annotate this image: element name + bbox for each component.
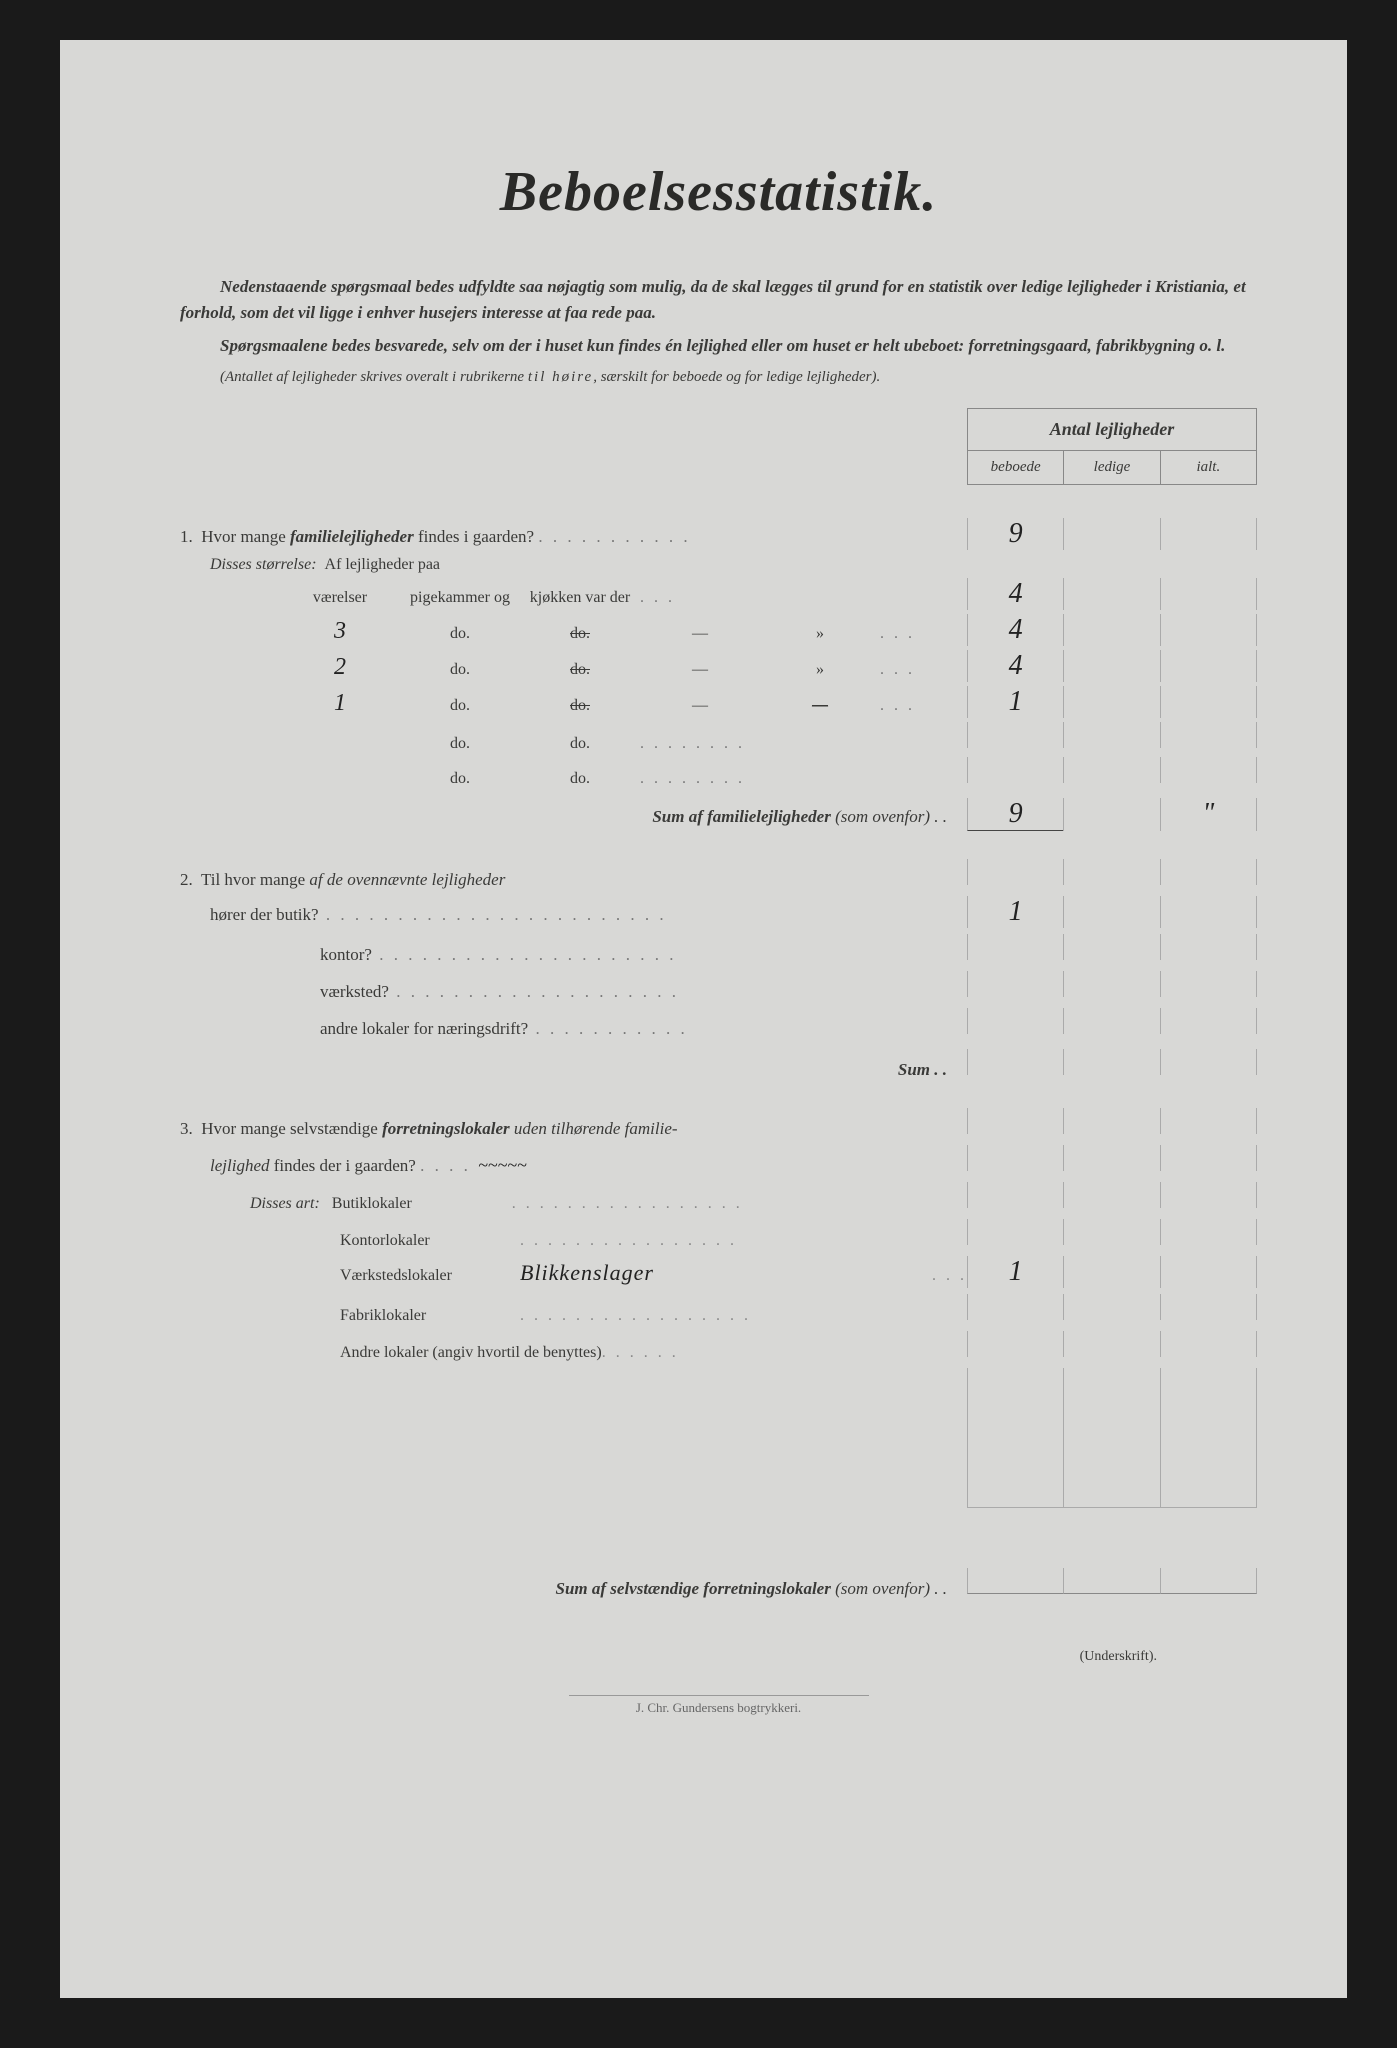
q2-kontor: kontor? . . . . . . . . . . . . . . . . … [320,945,967,965]
q1-row-2: 2 do. do. — » . . . 4 [180,650,1257,682]
q1-row-4: do. do. . . . . . . . . [180,722,1257,753]
q3-vaerksted-fill: Blikkenslager [520,1260,932,1286]
q1-beboede-value: 9 [967,518,1063,550]
table-header: Antal lejligheder beboede ledige ialt. [967,408,1257,485]
col-header-ialt: ialt. [1161,451,1256,484]
r1-beboede: 4 [967,578,1063,610]
form-content: Antal lejligheder beboede ledige ialt. 1… [180,418,1257,1716]
q1-size-label: Disses størrelse: Af lejligheder paa [180,556,1257,574]
col-header-ledige: ledige [1064,451,1160,484]
q3-sum: Sum af selvstændige forretningslokaler (… [180,1568,1257,1599]
q2-sum: Sum . . [180,1049,1257,1080]
intro-paragraph-2: Spørgsmaalene bedes besvarede, selv om d… [180,333,1257,359]
question-3: 3. Hvor mange selvstændige forretningslo… [180,1108,1257,1599]
r3-beboede: 4 [967,650,1063,682]
q2-butik: hører der butik? . . . . . . . . . . . .… [210,905,967,925]
q1-header-row: værelser pigekammer og kjøkken var der .… [180,578,1257,610]
question-1: 1. Hvor mange familielejligheder findes … [180,518,1257,831]
table-header-title: Antal lejligheder [968,409,1256,451]
q1-ialt-value [1160,518,1257,550]
sum1-beboede: 9 [967,798,1063,831]
q3-vaerksted: Værkstedslokaler Blikkenslager . . . 1 [180,1256,1257,1288]
intro-paragraph-3: (Antallet af lejligheder skrives overalt… [180,367,1257,388]
q3-text-line2: lejlighed findes der i gaarden? . . . . … [210,1155,967,1176]
signature-label: (Underskrift). [180,1649,1257,1665]
q1-row-5: do. do. . . . . . . . . [180,757,1257,788]
q3-art-label: Disses art: Butiklokaler . . . . . . . .… [180,1182,1257,1213]
q2-butik-val: 1 [967,896,1063,928]
col-header-beboede: beboede [968,451,1064,484]
q3-andre: Andre lokaler (angiv hvortil de benyttes… [180,1331,1257,1362]
r1b-beboede: 4 [967,614,1063,646]
question-2: 2. Til hvor mange af de ovennævnte lejli… [180,859,1257,1080]
document-page: Beboelsesstatistik. Nedenstaaende spørgs… [60,40,1347,1998]
q1-sum: Sum af familielejligheder (som ovenfor) … [180,798,1257,831]
q3-fabrik: Fabriklokaler . . . . . . . . . . . . . … [180,1294,1257,1325]
intro-paragraph-1: Nedenstaaende spørgsmaal bedes udfyldte … [180,274,1257,325]
sum1-ialt: " [1160,798,1257,831]
r4-beboede: 1 [967,686,1063,718]
q2-vaerksted: værksted? . . . . . . . . . . . . . . . … [320,982,967,1002]
page-title: Beboelsesstatistik. [180,160,1257,224]
q1-row-1: 3 do. do. — » . . . 4 [180,614,1257,646]
q1-text: 1. Hvor mange familielejligheder findes … [180,527,967,547]
printer-credit: J. Chr. Gundersens bogtrykkeri. [569,1695,869,1716]
q3-vaerksted-val: 1 [967,1256,1063,1288]
q1-ledige-value [1063,518,1159,550]
q2-andre: andre lokaler for næringsdrift? . . . . … [320,1019,967,1039]
q2-text: 2. Til hvor mange af de ovennævnte lejli… [180,870,967,890]
q1-row-3: 1 do. do. — — . . . 1 [180,686,1257,718]
q3-text-line1: 3. Hvor mange selvstændige forretningslo… [180,1119,967,1139]
q3-kontor: Kontorlokaler . . . . . . . . . . . . . … [180,1219,1257,1250]
